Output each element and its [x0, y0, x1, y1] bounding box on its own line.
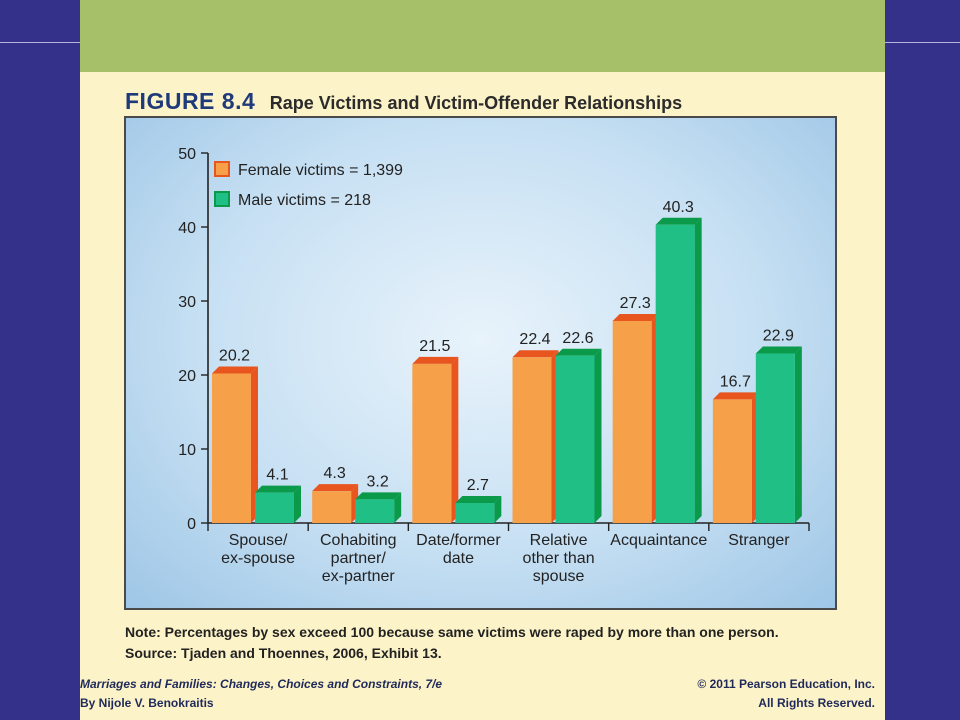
data-label: 22.4: [519, 331, 550, 348]
bar-top-face: [755, 346, 802, 354]
bar-side-face: [594, 348, 602, 523]
data-label: 4.1: [266, 467, 288, 484]
female-bar: [212, 373, 251, 523]
bar-side-face: [294, 485, 301, 523]
data-label: 16.7: [720, 373, 751, 390]
bar-top-face: [512, 350, 559, 358]
bar-top-face: [212, 366, 258, 374]
legend-label: Male victims = 218: [238, 192, 371, 209]
x-tick-label: Cohabiting partner/ex-partner: [320, 532, 397, 585]
bar-top-face: [255, 485, 301, 493]
copyright-text: © 2011 Pearson Education, Inc.: [697, 677, 875, 691]
book-author: By Nijole V. Benokraitis: [80, 696, 214, 710]
bar-top-face: [655, 217, 702, 225]
bar-side-face: [494, 496, 502, 523]
female-bar: [612, 320, 652, 523]
bar-top-face: [312, 484, 359, 492]
figure-label: FIGURE 8.4: [125, 88, 256, 114]
rights-text: All Rights Reserved.: [758, 696, 875, 710]
bar-top-face: [712, 392, 759, 400]
x-tick-label: Relative other than spouse: [523, 532, 595, 585]
legend-label: Female victims = 1,399: [238, 162, 403, 179]
bar-side-face: [394, 492, 402, 523]
legend-swatch-male: [216, 193, 228, 205]
female-bar: [512, 357, 552, 523]
figure-title-text: Rape Victims and Victim-Offender Relatio…: [269, 93, 683, 113]
chart-frame: 0 10 20 30 40 50 Spouse/ex-spouse Cohabiting par…: [124, 116, 837, 610]
note-text: Note: Percentages by sex exceed 100 beca…: [125, 624, 779, 640]
legend-swatch-female: [216, 163, 228, 175]
content-panel: FIGURE 8.4 Rape Victims and Victim-Offen…: [80, 0, 885, 720]
bar-chart: 0 10 20 30 40 50 Spouse/ex-spouse Cohabiting par…: [178, 146, 810, 585]
female-bar: [312, 491, 352, 523]
bar-top-face: [355, 492, 402, 500]
data-label: 22.9: [763, 328, 794, 345]
y-tick-label: 0: [187, 516, 196, 533]
footer-book-info: Marriages and Families: Changes, Choices…: [80, 675, 442, 713]
figure-title: FIGURE 8.4 Rape Victims and Victim-Offen…: [125, 88, 682, 115]
x-tick-label: Date/former date: [416, 532, 501, 567]
data-label: 40.3: [663, 199, 694, 216]
book-title: Marriages and Families: Changes, Choices…: [80, 677, 443, 691]
chart-background: [126, 118, 835, 608]
bar-top-face: [612, 313, 659, 321]
x-tick-label: Spouse/ex-spouse: [221, 532, 295, 567]
data-label: 4.3: [324, 465, 346, 482]
source-text: Source: Tjaden and Thoennes, 2006, Exhib…: [125, 645, 442, 661]
panel-header-band: [80, 0, 885, 72]
data-label: 21.5: [419, 338, 450, 355]
bar-top-face: [412, 356, 459, 364]
bar-top-face: [555, 348, 602, 356]
data-label: 22.6: [562, 330, 593, 347]
bar-side-face: [251, 366, 258, 523]
female-bar: [712, 399, 752, 523]
male-bar: [755, 353, 795, 523]
x-tick-label: Acquaintance: [610, 532, 707, 549]
y-tick-label: 40: [178, 220, 196, 237]
bar-side-face: [451, 356, 459, 523]
male-bar: [255, 492, 294, 523]
male-bar: [655, 224, 695, 523]
footer-copyright: © 2011 Pearson Education, Inc. All Right…: [697, 675, 875, 713]
x-tick-label: Stranger: [728, 532, 790, 549]
data-label: 20.2: [219, 348, 250, 365]
male-bar: [455, 503, 495, 523]
data-label: 3.2: [367, 473, 389, 490]
y-tick-label: 10: [178, 442, 196, 459]
male-bar: [355, 499, 395, 523]
bar-side-face: [794, 346, 802, 523]
bar-side-face: [694, 217, 702, 523]
bar-top-face: [455, 496, 502, 504]
data-label: 2.7: [467, 477, 489, 494]
chart-notes: Note: Percentages by sex exceed 100 beca…: [125, 622, 779, 664]
male-bar: [555, 355, 595, 523]
y-tick-label: 50: [178, 146, 196, 163]
y-tick-label: 30: [178, 294, 196, 311]
y-tick-label: 20: [178, 368, 196, 385]
data-label: 27.3: [620, 295, 651, 312]
female-bar: [412, 363, 452, 523]
